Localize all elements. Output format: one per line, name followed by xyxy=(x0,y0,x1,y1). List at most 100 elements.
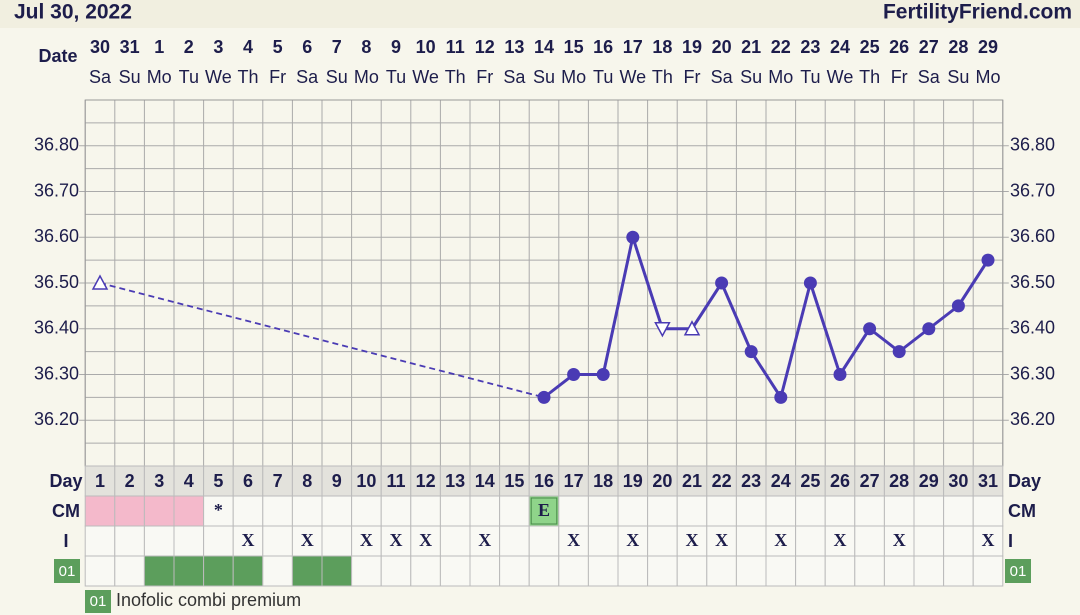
date-label: 29 xyxy=(978,37,998,57)
weekday-label: Su xyxy=(533,67,555,87)
table-cell xyxy=(380,525,412,557)
table-cell xyxy=(262,555,293,587)
day-number: 27 xyxy=(860,471,880,491)
day-number: 3 xyxy=(154,471,164,491)
day-number: 11 xyxy=(386,471,405,491)
day-number: 23 xyxy=(741,471,761,491)
weekday-label: Sa xyxy=(296,67,319,87)
y-tick-label: 36.70 xyxy=(1010,180,1055,200)
y-tick-label: 36.50 xyxy=(34,272,79,292)
day-number: 9 xyxy=(332,471,342,491)
day-number: 2 xyxy=(125,471,135,491)
date-label: 1 xyxy=(154,37,164,57)
day-number: 14 xyxy=(475,471,495,491)
table-cell xyxy=(173,525,205,557)
day-number: 18 xyxy=(593,471,613,491)
table-cell xyxy=(735,495,767,527)
table-cell xyxy=(439,525,471,557)
table-cell xyxy=(528,555,560,587)
date-label: 12 xyxy=(475,37,495,57)
data-point xyxy=(596,368,610,381)
i-entry: X xyxy=(626,530,639,550)
date-label: 17 xyxy=(623,37,643,57)
site-name: FertilityFriend.com xyxy=(883,1,1072,24)
date-label: 6 xyxy=(302,37,312,57)
weekday-label: Fr xyxy=(269,67,286,87)
date-label: 4 xyxy=(243,37,253,57)
table-cell xyxy=(84,495,116,527)
data-point xyxy=(774,390,788,404)
table-cell xyxy=(558,495,589,527)
weekday-label: Su xyxy=(947,67,969,87)
y-tick-label: 36.80 xyxy=(34,135,79,155)
table-cell xyxy=(291,495,323,527)
weekday-label: We xyxy=(619,67,646,87)
data-point xyxy=(744,345,758,359)
table-cell xyxy=(232,465,264,497)
row-label: I xyxy=(63,531,68,551)
i-entry: X xyxy=(360,530,373,550)
table-cell xyxy=(647,495,678,527)
day-number: 4 xyxy=(184,471,194,491)
i-entry: X xyxy=(567,530,580,550)
table-cell xyxy=(765,495,797,527)
weekday-label: Fr xyxy=(684,67,701,87)
row-label: Day xyxy=(49,471,82,491)
weekday-label: Th xyxy=(859,67,880,87)
day-number: 22 xyxy=(712,471,732,491)
data-point xyxy=(833,368,847,381)
date-label: 25 xyxy=(860,37,880,57)
date-label: 5 xyxy=(273,37,283,57)
y-tick-label: 36.40 xyxy=(34,318,79,338)
data-point xyxy=(715,276,729,290)
table-cell xyxy=(232,495,264,527)
weekday-label: Fr xyxy=(476,67,493,87)
table-cell xyxy=(943,555,974,587)
weekday-label: We xyxy=(412,67,439,87)
day-number: 29 xyxy=(919,471,939,491)
table-cell xyxy=(143,465,175,497)
day-number: 5 xyxy=(213,471,223,491)
table-cell xyxy=(647,525,678,557)
weekday-label: Fr xyxy=(891,67,908,87)
table-cell xyxy=(469,465,501,497)
row-label: CM xyxy=(1008,501,1036,521)
date-label: 19 xyxy=(682,37,702,57)
weekday-label: Su xyxy=(326,67,348,87)
day-number: 6 xyxy=(243,471,253,491)
day-number: 21 xyxy=(682,471,702,491)
y-tick-label: 36.30 xyxy=(1010,363,1055,383)
table-cell xyxy=(173,555,205,587)
date-label: 10 xyxy=(416,37,436,57)
legend-text: Inofolic combi premium xyxy=(116,590,301,610)
table-cell xyxy=(351,495,382,527)
table-cell xyxy=(380,555,412,587)
table-cell xyxy=(765,525,797,557)
weekday-label: Su xyxy=(119,67,141,87)
table-cell xyxy=(528,465,560,497)
table-cell xyxy=(676,555,708,587)
y-tick-label: 36.50 xyxy=(1010,272,1055,292)
day-number: 31 xyxy=(978,471,998,491)
weekday-label: Sa xyxy=(918,67,941,87)
table-cell xyxy=(617,465,649,497)
line-segment xyxy=(749,350,783,399)
legend-badge xyxy=(85,590,111,613)
table-cell xyxy=(439,555,471,587)
y-tick-label: 36.20 xyxy=(1010,409,1055,429)
day-number: 30 xyxy=(948,471,968,491)
table-cell xyxy=(795,495,826,527)
table-cell xyxy=(410,525,441,557)
table-cell xyxy=(617,525,649,557)
table-cell xyxy=(943,525,974,557)
table-cell xyxy=(143,495,175,527)
y-tick-label: 36.20 xyxy=(34,409,79,429)
weekday-label: Mo xyxy=(768,67,793,87)
date-label: 24 xyxy=(830,37,850,57)
day-number: 7 xyxy=(273,471,283,491)
i-entry: X xyxy=(893,530,906,550)
date-label: 31 xyxy=(120,37,140,57)
table-cell xyxy=(203,525,234,557)
table-cell xyxy=(351,555,382,587)
table-cell xyxy=(676,465,708,497)
